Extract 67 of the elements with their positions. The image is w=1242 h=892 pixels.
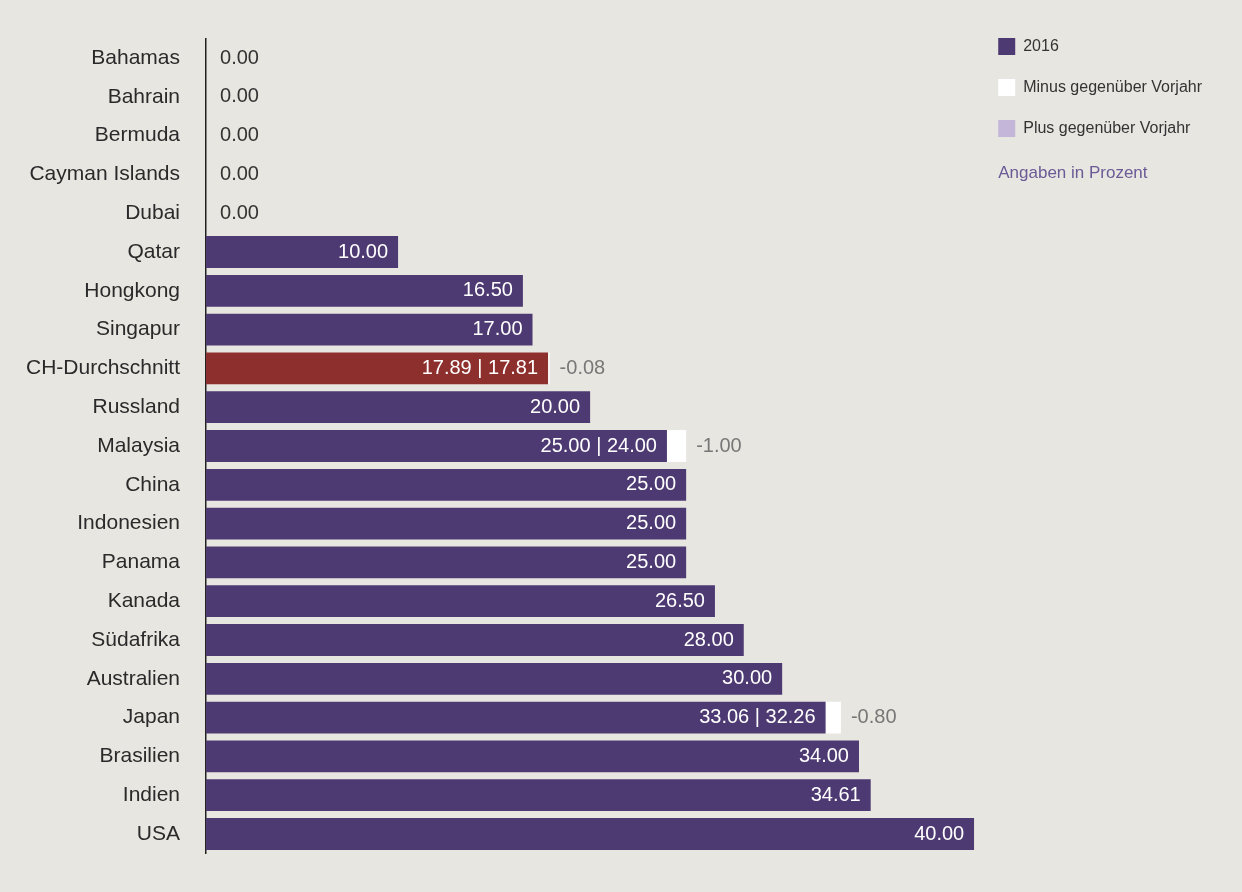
data-label: 10.00 xyxy=(338,239,389,262)
annotation: -0.80 xyxy=(850,705,897,728)
bar xyxy=(206,468,687,501)
y-tick-label: CH-Durchschnitt xyxy=(25,355,181,379)
data-label: 34.00 xyxy=(798,743,849,766)
data-label: 40.00 xyxy=(914,821,965,844)
y-tick-label: Japan xyxy=(122,704,181,728)
bar xyxy=(206,313,533,346)
annotation: -1.00 xyxy=(696,433,742,456)
y-tick-label: Dubai xyxy=(125,200,181,223)
y-tick-label: Malaysia xyxy=(97,432,181,456)
y-tick-label: Bahamas xyxy=(91,44,181,68)
data-label: 0.00 xyxy=(220,84,259,107)
data-label: 30.00 xyxy=(722,666,773,689)
data-label: 17.00 xyxy=(472,317,523,340)
bar xyxy=(206,236,399,268)
bar xyxy=(206,779,871,812)
y-tick-label: Russland xyxy=(92,394,181,417)
bar xyxy=(206,507,687,540)
y-tick-label: Singapur xyxy=(95,316,181,340)
bar xyxy=(206,701,826,734)
bar xyxy=(206,740,859,773)
y-tick-label: Bahrain xyxy=(107,83,181,107)
data-label: 25.00 | 24.00 xyxy=(540,433,657,456)
bar xyxy=(206,546,687,579)
data-label: 33.06 | 32.26 xyxy=(699,705,816,728)
y-tick-label: Indonesien xyxy=(77,510,181,534)
bar xyxy=(206,624,744,656)
bar xyxy=(206,585,715,618)
y-tick-label: Südafrika xyxy=(91,626,181,650)
data-label: 0.00 xyxy=(220,45,259,68)
bar xyxy=(206,430,667,462)
data-label: 16.50 xyxy=(462,278,513,301)
y-tick-label: Cayman Islands xyxy=(29,161,181,185)
data-label: 25.00 xyxy=(626,472,677,495)
y-tick-label: China xyxy=(125,471,181,495)
y-tick-label: Hongkong xyxy=(84,277,181,301)
bar xyxy=(206,352,549,385)
bar xyxy=(206,818,975,850)
bar xyxy=(825,701,841,734)
legend-label: Minus gegenüber Vorjahr xyxy=(1023,77,1203,95)
bar xyxy=(206,274,523,307)
data-label: 25.00 xyxy=(626,511,677,534)
bar xyxy=(206,662,783,695)
bar xyxy=(206,391,591,424)
text: Angaben in Prozent xyxy=(998,162,1148,182)
y-tick-label: Bermuda xyxy=(94,122,181,146)
data-label: 25.00 xyxy=(626,549,677,572)
data-label: 17.89 | 17.81 xyxy=(421,355,539,378)
annotation: -0.08 xyxy=(559,355,606,378)
y-tick-label: USA xyxy=(136,820,181,844)
bar xyxy=(666,430,687,462)
data-label: 0.00 xyxy=(220,123,259,146)
y-tick-label: Panama xyxy=(101,549,181,573)
y-tick-label: Australien xyxy=(86,665,181,689)
data-label: 28.00 xyxy=(683,627,734,650)
data-label: 34.61 xyxy=(810,782,861,805)
data-label: 20.00 xyxy=(530,394,581,417)
data-label: 0.00 xyxy=(220,200,259,223)
y-tick-label: Qatar xyxy=(127,238,181,262)
y-tick-label: Brasilien xyxy=(99,743,181,767)
data-label: 0.00 xyxy=(220,161,259,184)
legend-label: 2016 xyxy=(1023,36,1059,54)
y-tick-label: Kanada xyxy=(107,588,181,611)
data-label: 26.50 xyxy=(654,588,705,611)
y-tick-label: Indien xyxy=(122,782,181,805)
legend-label: Plus gegenüber Vorjahr xyxy=(1023,118,1192,136)
